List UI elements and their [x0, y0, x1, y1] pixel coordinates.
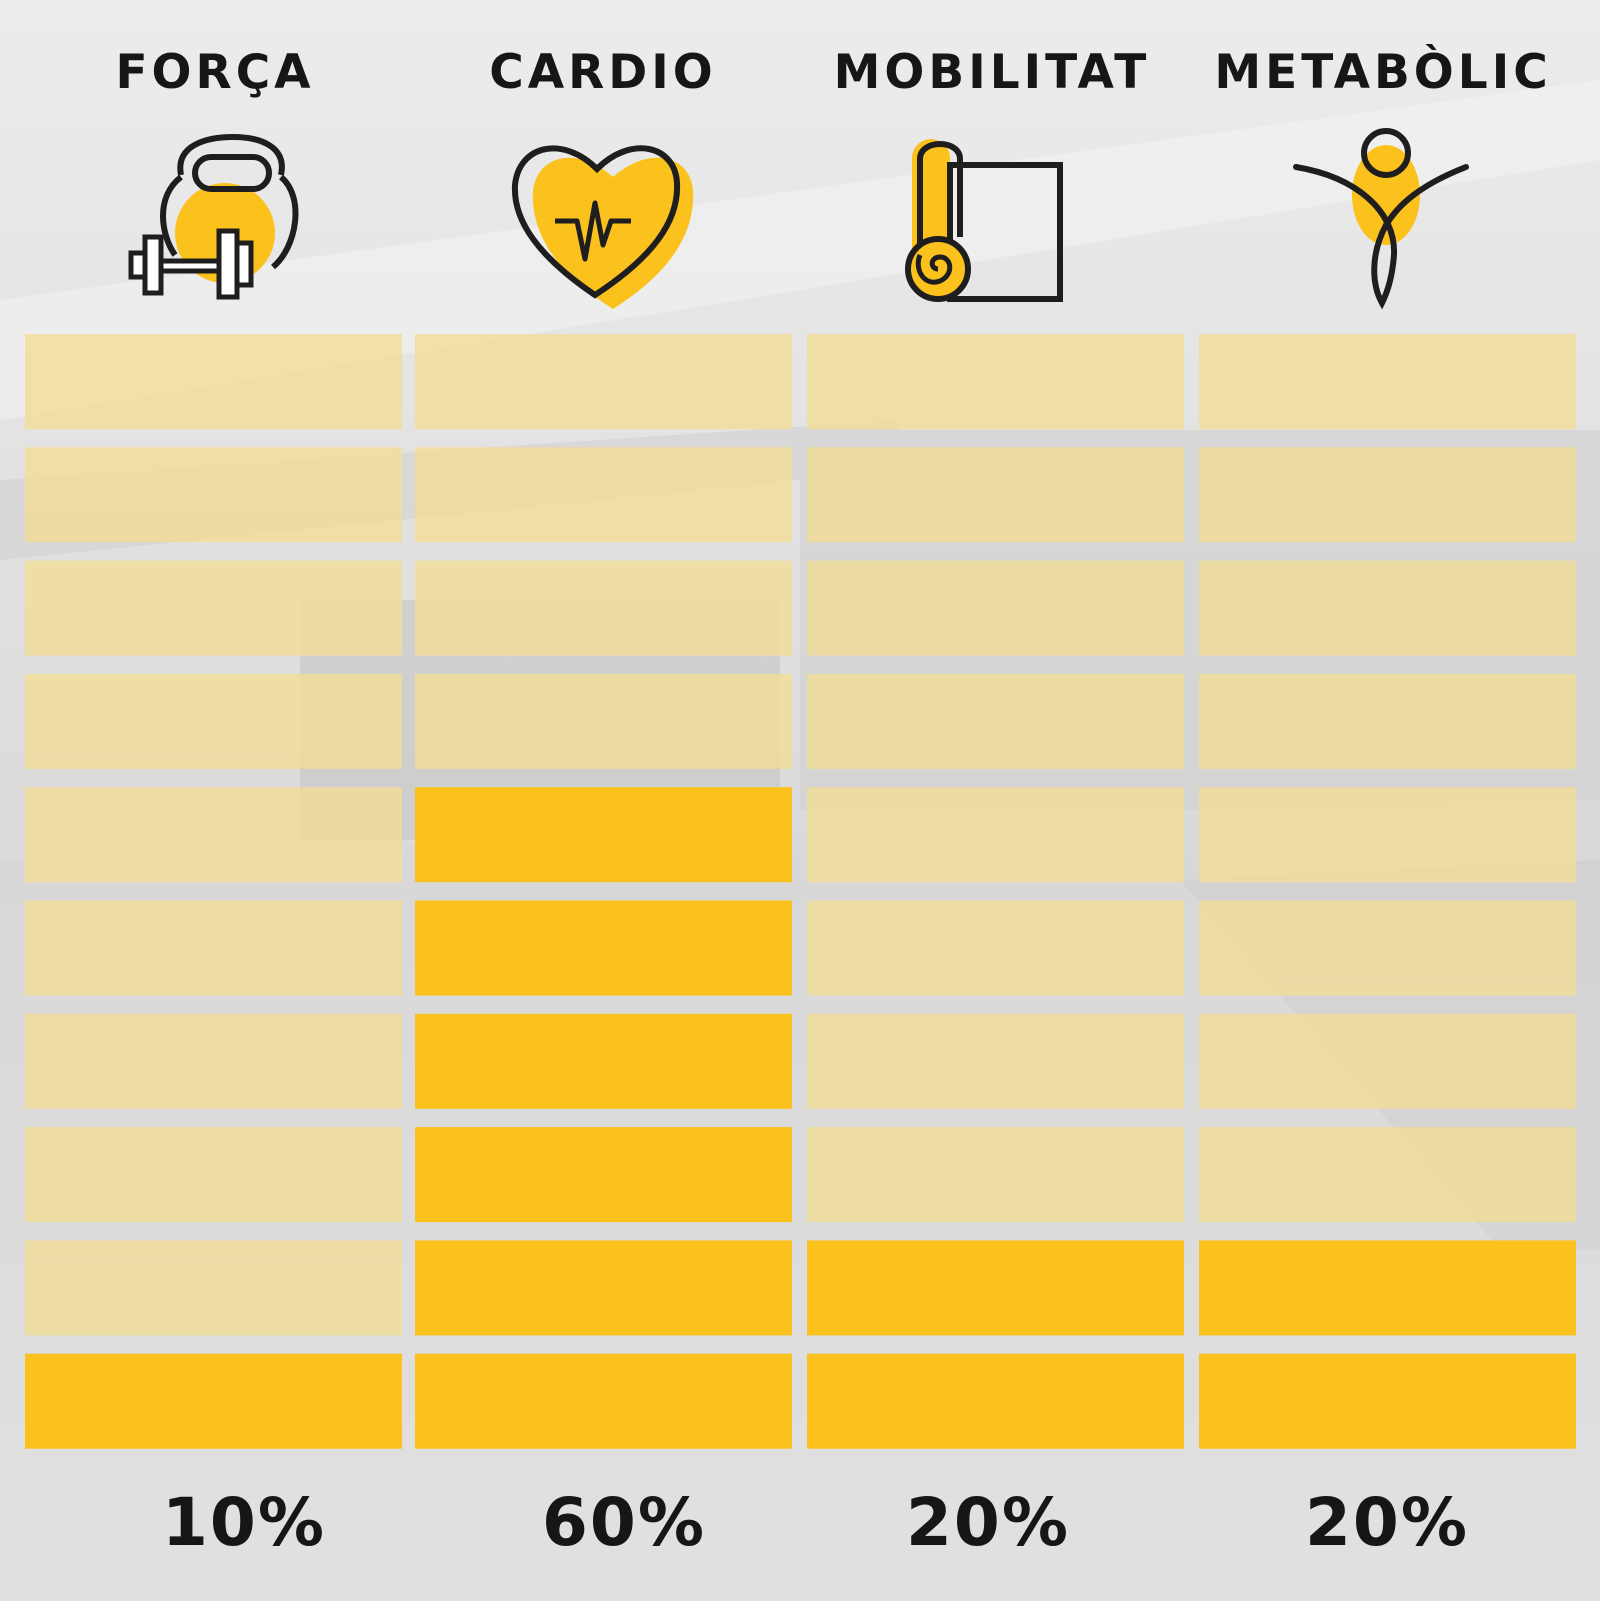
value-label-cardio: 60% — [542, 1484, 706, 1561]
value-label-metabolic: 20% — [1305, 1484, 1469, 1561]
yoga-mat-icon — [905, 139, 1063, 302]
value-label-forca: 10% — [162, 1484, 326, 1561]
column-headers: FORÇA CARDIO MOBILITAT METABÒLIC — [0, 38, 1600, 108]
header-mobilitat: MOBILITAT — [833, 45, 1151, 100]
header-cardio: CARDIO — [489, 45, 717, 100]
header-forca: FORÇA — [115, 45, 315, 100]
stretching-person-icon — [1293, 128, 1469, 310]
kettlebell-dumbbell-icon — [128, 133, 299, 300]
percentage-values: 10% 60% 20% 20% — [0, 1478, 1600, 1568]
header-metabolic: METABÒLIC — [1214, 45, 1552, 100]
value-label-mobilitat: 20% — [906, 1484, 1070, 1561]
heart-pulse-icon — [511, 145, 694, 309]
